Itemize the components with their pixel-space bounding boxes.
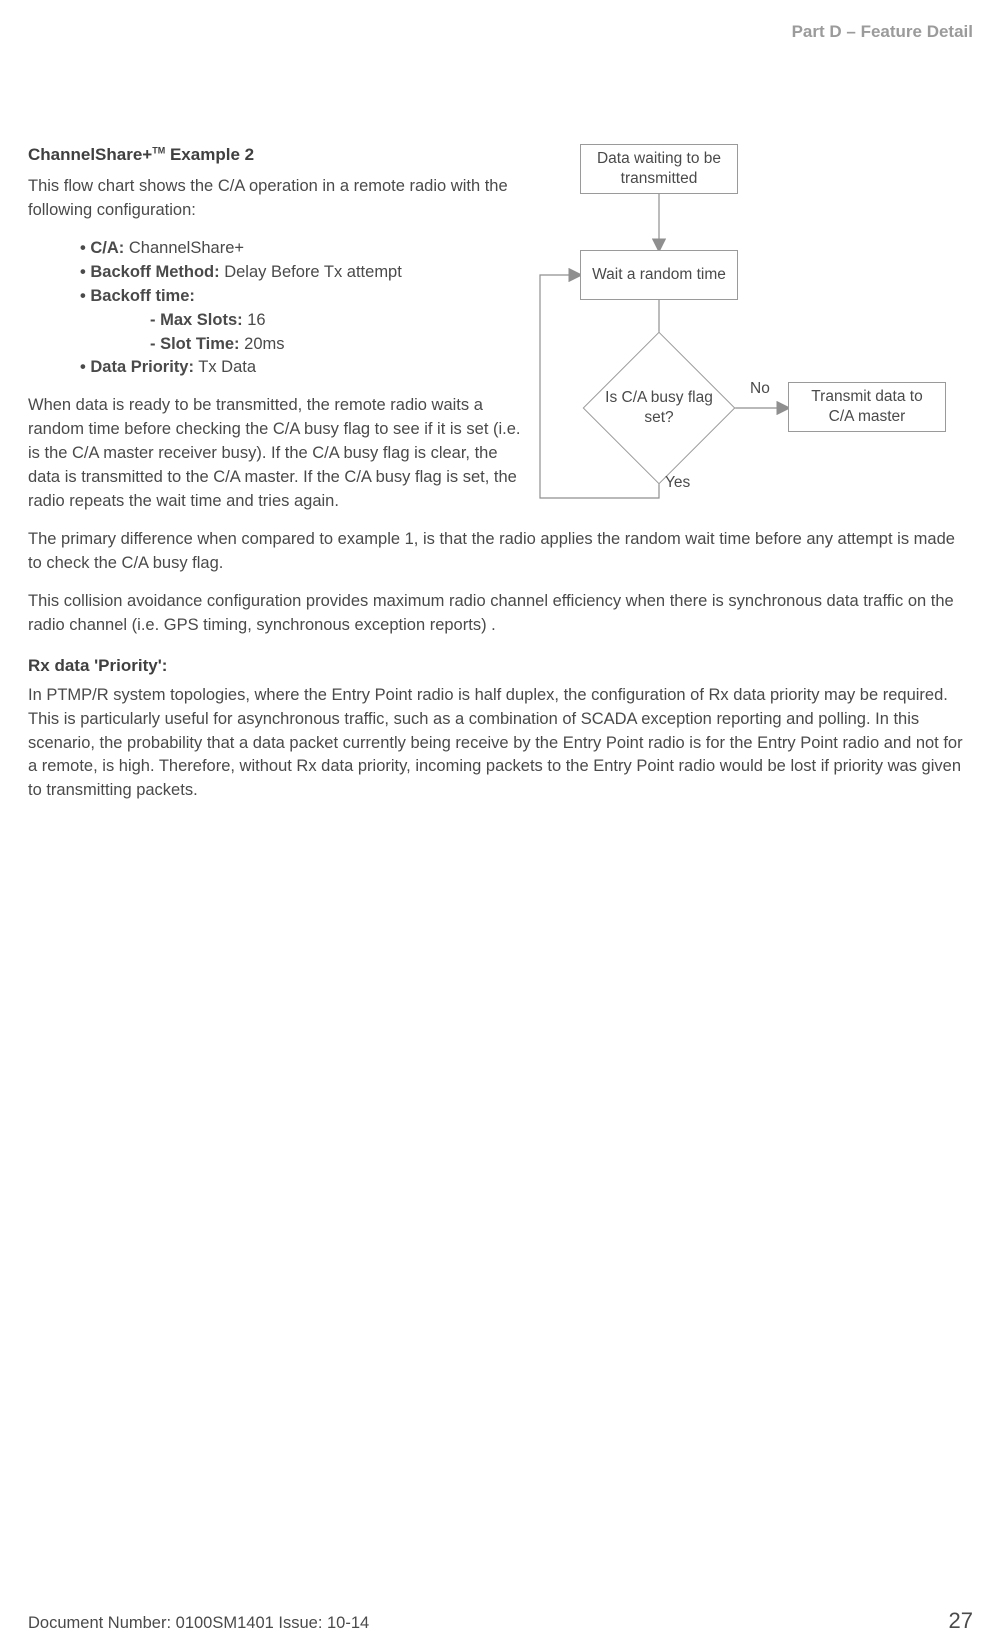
flowchart-node: Wait a random time xyxy=(580,250,738,300)
document-number: Document Number: 0100SM1401 Issue: 10-14 xyxy=(28,1614,369,1633)
config-value: ChannelShare+ xyxy=(124,239,244,257)
page-number: 27 xyxy=(949,1608,973,1634)
config-subvalue: 16 xyxy=(243,311,266,329)
bullet-icon: • xyxy=(80,239,90,257)
flowchart-edge-label: No xyxy=(750,380,770,398)
config-subitem: - Slot Time: 20ms xyxy=(150,333,526,357)
dash-icon: - xyxy=(150,311,160,329)
config-item: • Backoff Method: Delay Before Tx attemp… xyxy=(80,261,526,285)
rx-heading: Rx data 'Priority': xyxy=(28,656,973,676)
flowchart-lines xyxy=(540,144,970,564)
config-list: • C/A: ChannelShare+ • Backoff Method: D… xyxy=(80,237,526,381)
body-paragraph: When data is ready to be transmitted, th… xyxy=(28,394,526,514)
document-page: Part D – Feature Detail ChannelShare+TM … xyxy=(0,0,1003,1636)
flowchart-decision-label: Is C/A busy flag set? xyxy=(604,386,714,430)
flowchart-node: Data waiting to be transmitted xyxy=(580,144,738,194)
section-header: Part D – Feature Detail xyxy=(792,22,973,42)
config-label: Backoff Method: xyxy=(90,263,219,281)
config-value: Delay Before Tx attempt xyxy=(220,263,402,281)
config-label: Data Priority: xyxy=(90,358,194,376)
config-subvalue: 20ms xyxy=(240,335,285,353)
page-footer: Document Number: 0100SM1401 Issue: 10-14… xyxy=(28,1608,973,1634)
config-label: C/A: xyxy=(90,239,124,257)
config-sublist: - Max Slots: 16 - Slot Time: 20ms xyxy=(150,309,526,357)
left-column: This flow chart shows the C/A operation … xyxy=(28,175,526,514)
dash-icon: - xyxy=(150,335,160,353)
body-paragraph: This collision avoidance configuration p… xyxy=(28,590,973,638)
flowchart-edge-label: Yes xyxy=(665,474,690,492)
config-value: Tx Data xyxy=(194,358,256,376)
config-sublabel: Slot Time: xyxy=(160,335,239,353)
intro-paragraph: This flow chart shows the C/A operation … xyxy=(28,175,526,223)
flowchart-node: Transmit data to C/A master xyxy=(788,382,946,432)
config-item: • Data Priority: Tx Data xyxy=(80,356,526,380)
heading-suffix: Example 2 xyxy=(165,145,254,164)
bullet-icon: • xyxy=(80,263,90,281)
config-label: Backoff time: xyxy=(90,287,195,305)
rx-paragraph: In PTMP/R system topologies, where the E… xyxy=(28,684,973,804)
config-item: • C/A: ChannelShare+ xyxy=(80,237,526,261)
bullet-icon: • xyxy=(80,358,90,376)
flowchart: Data waiting to be transmitted Wait a ran… xyxy=(540,144,970,564)
heading-prefix: ChannelShare+ xyxy=(28,145,152,164)
trademark-symbol: TM xyxy=(152,145,165,155)
config-item: • Backoff time: xyxy=(80,285,526,309)
config-sublabel: Max Slots: xyxy=(160,311,243,329)
config-subitem: - Max Slots: 16 xyxy=(150,309,526,333)
bullet-icon: • xyxy=(80,287,90,305)
